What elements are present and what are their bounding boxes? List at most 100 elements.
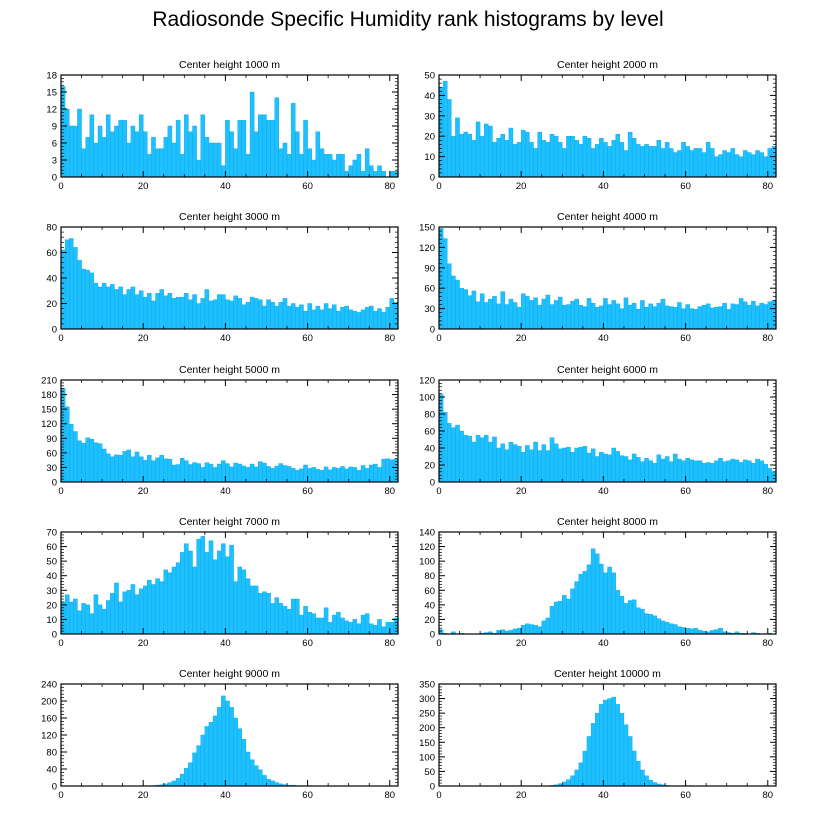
histogram-bar [652, 146, 658, 178]
panel-title: Center height 9000 m [179, 668, 280, 680]
histogram-bar [303, 310, 308, 330]
x-tick-label: 80 [762, 486, 773, 497]
histogram-bar [229, 544, 234, 635]
histogram-bar [77, 610, 82, 635]
y-tick-label: 210 [41, 376, 57, 387]
x-tick-label: 40 [220, 181, 231, 192]
y-tick-label: 180 [41, 390, 57, 401]
histogram-bar [89, 114, 95, 178]
y-tick-label: 150 [419, 738, 435, 749]
histogram-bar [101, 137, 107, 178]
histogram-bar [85, 604, 90, 635]
histogram-bar [615, 303, 621, 330]
histogram-bar [599, 305, 604, 330]
histogram-bar [196, 463, 201, 483]
histogram-bar [681, 142, 686, 178]
histogram-bar [640, 609, 645, 635]
histogram-bar [159, 148, 164, 178]
histogram-bar [447, 99, 452, 178]
histogram-bar [607, 698, 612, 787]
histogram-bar [759, 302, 764, 330]
histogram-bar [619, 142, 625, 178]
histogram-bar [586, 298, 592, 330]
histogram-bar [492, 296, 497, 330]
x-tick-label: 40 [598, 333, 609, 344]
histogram-bar [537, 450, 542, 483]
histogram-bar [607, 454, 612, 483]
histogram-bar [570, 588, 575, 635]
histogram-bar [184, 460, 189, 483]
histogram-bar [266, 120, 271, 178]
y-tick-label: 100 [419, 557, 435, 568]
histogram-bar [689, 150, 695, 178]
histogram-bar [295, 307, 300, 330]
histogram-bar [623, 724, 629, 787]
x-tick-label: 80 [384, 486, 395, 497]
x-tick-label: 60 [302, 333, 313, 344]
histogram-bar [652, 306, 658, 330]
histogram-bar [751, 300, 756, 330]
histogram-bar [759, 152, 764, 178]
histogram-bar [348, 622, 353, 635]
histogram-bar [607, 566, 612, 635]
histogram-bar [693, 309, 699, 330]
y-tick-label: 100 [419, 752, 435, 763]
histogram-bar [360, 614, 366, 635]
histogram-bar [134, 594, 140, 635]
histogram-bar [192, 125, 197, 178]
histogram-bar [459, 133, 464, 178]
histogram-bar [315, 131, 321, 178]
figure-title: Radiosonde Specific Humidity rank histog… [152, 8, 664, 31]
histogram-bar [381, 458, 386, 483]
histogram-bar [225, 299, 230, 330]
x-tick-label: 40 [220, 790, 231, 801]
histogram-bar [648, 303, 653, 330]
histogram-bar [352, 619, 358, 635]
histogram-bar [270, 603, 275, 635]
histogram-bar [175, 562, 181, 635]
x-tick-label: 60 [302, 790, 313, 801]
histogram-bar [258, 593, 263, 635]
histogram-bar [344, 468, 349, 483]
histogram-panel-4: Center height 4000 m 0 20 40 60 80 0 30 60 90 120 1… [419, 211, 777, 344]
histogram-panel-10: Center height 10000 m 0 20 40 60 80 0 50 100 150 2… [419, 668, 777, 801]
y-tick-label: 0 [52, 325, 57, 336]
histogram-bar [504, 304, 510, 330]
histogram-bar [270, 120, 275, 178]
y-tick-label: 20 [424, 132, 435, 143]
histogram-bar [590, 148, 596, 178]
histogram-bar [290, 103, 296, 178]
x-tick-label: 20 [138, 790, 149, 801]
histogram-bar [106, 453, 111, 483]
y-tick-label: 120 [41, 419, 57, 430]
x-tick-label: 60 [302, 181, 313, 192]
histogram-bar [615, 451, 621, 483]
histogram-bar [631, 138, 637, 178]
histogram-bar [467, 133, 473, 178]
histogram-bar [722, 461, 727, 483]
histogram-bar [364, 148, 370, 178]
histogram-bar [582, 306, 588, 330]
histogram-bar [738, 462, 744, 483]
x-tick-label: 60 [302, 486, 313, 497]
x-tick-label: 20 [516, 486, 527, 497]
histogram-bar [451, 275, 456, 330]
histogram-bar [110, 456, 115, 483]
x-tick-label: 80 [384, 333, 395, 344]
histogram-bar [77, 259, 82, 330]
histogram-bar [574, 581, 579, 635]
y-tick-label: 90 [46, 434, 57, 445]
histogram-bar [340, 154, 345, 178]
histogram-bar [81, 442, 86, 483]
histogram-bar [557, 296, 563, 330]
histogram-bar [463, 435, 468, 483]
histogram-bar [570, 300, 575, 330]
y-tick-label: 0 [52, 478, 57, 489]
histogram-bar [603, 298, 608, 330]
y-tick-label: 40 [424, 91, 435, 102]
histogram-bar [204, 137, 210, 178]
histogram-bar [566, 135, 571, 178]
panel-title: Center height 6000 m [557, 364, 658, 376]
histogram-bar [373, 310, 378, 330]
histogram-bar [101, 448, 107, 483]
